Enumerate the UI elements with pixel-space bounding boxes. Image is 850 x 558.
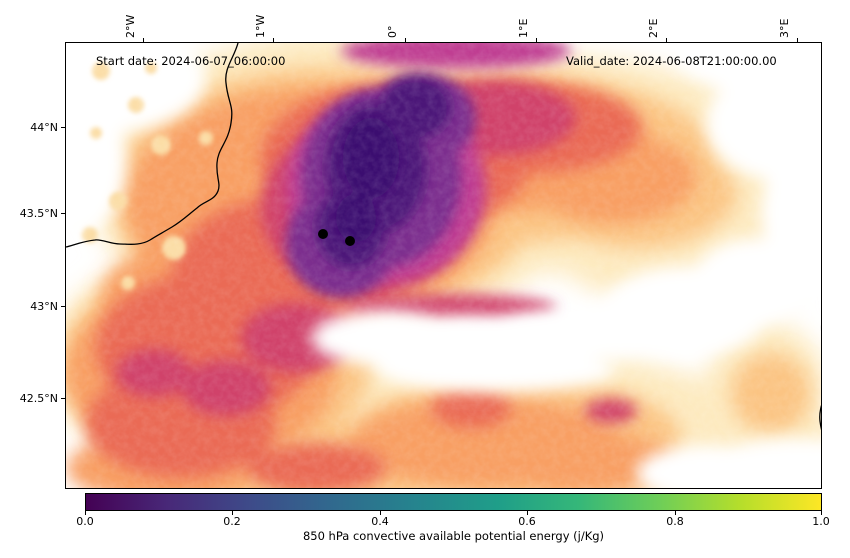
y-tickmark [61,213,65,214]
x-tickmark [797,38,798,42]
colorbar [85,493,822,511]
station-marker [318,229,328,239]
colorbar-tickmark [232,511,233,515]
x-tickmark [405,38,406,42]
x-tick-label: 1°E [517,18,530,38]
colorbar-tick-label: 0.6 [518,515,536,528]
x-tickmark [143,38,144,42]
colorbar-tickmark [380,511,381,515]
colorbar-tickmark [675,511,676,515]
colorbar-tickmark [85,511,86,515]
y-tickmark [61,398,65,399]
colorbar-tickmark [821,511,822,515]
y-tick-label: 42.5°N [19,392,58,405]
map-plot-area: Start date: 2024-06-07_06:00:00 Valid_da… [65,42,822,489]
y-tick-label: 43.5°N [19,207,58,220]
y-tick-label: 43°N [30,300,58,313]
colorbar-tick-label: 1.0 [812,515,830,528]
cape-field-svg [66,43,821,488]
colorbar-tick-label: 0.2 [223,515,241,528]
colorbar-tick-label: 0.0 [76,515,94,528]
y-tick-label: 44°N [30,121,58,134]
x-tick-label: 2°E [647,18,660,38]
colorbar-tickmark [527,511,528,515]
colorbar-tick-label: 0.4 [371,515,389,528]
valid-date-label: Valid_date: 2024-06-08T21:00:00.00 [566,54,777,68]
field-noise-texture [66,43,821,488]
x-tick-label: 0° [386,25,399,39]
x-tickmark [666,38,667,42]
station-marker [345,236,355,246]
y-tickmark [61,306,65,307]
x-tickmark [536,38,537,42]
x-tick-label: 1°W [254,14,267,38]
x-tick-label: 2°W [124,14,137,38]
colorbar-label: 850 hPa convective available potential e… [302,529,605,543]
start-date-label: Start date: 2024-06-07_06:00:00 [96,54,286,68]
x-tickmark [273,38,274,42]
x-tick-label: 3°E [778,18,791,38]
coastline-atlantic [66,43,239,248]
colorbar-tick-label: 0.8 [666,515,684,528]
y-tickmark [61,127,65,128]
